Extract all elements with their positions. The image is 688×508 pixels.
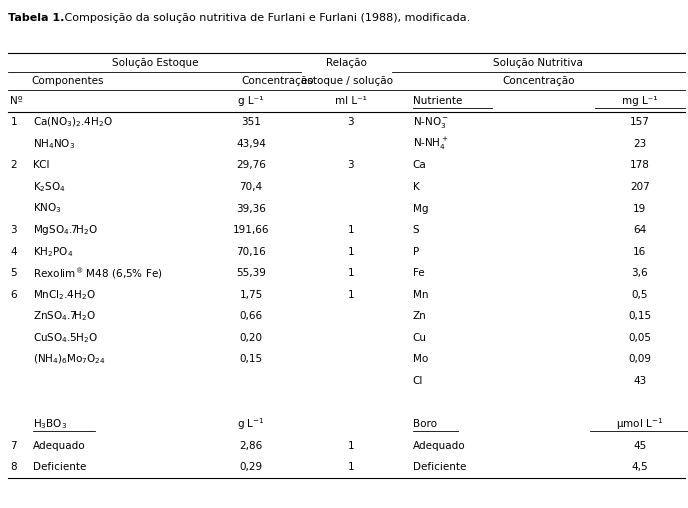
Text: 1: 1	[347, 290, 354, 300]
Text: 4: 4	[10, 247, 17, 257]
Text: 64: 64	[633, 225, 647, 235]
Text: 70,16: 70,16	[236, 247, 266, 257]
Text: Adequado: Adequado	[33, 441, 85, 451]
Text: 2: 2	[10, 161, 17, 171]
Text: g L$^{-1}$: g L$^{-1}$	[237, 416, 265, 432]
Text: K$_2$SO$_4$: K$_2$SO$_4$	[33, 180, 66, 194]
Text: N-NH$_4^+$: N-NH$_4^+$	[413, 136, 449, 152]
Text: Boro: Boro	[413, 419, 437, 429]
Text: Deficiente: Deficiente	[413, 462, 466, 472]
Text: 3,6: 3,6	[632, 268, 648, 278]
Text: g L⁻¹: g L⁻¹	[239, 96, 264, 106]
Text: 29,76: 29,76	[236, 161, 266, 171]
Text: Fe: Fe	[413, 268, 424, 278]
Text: 3: 3	[347, 117, 354, 128]
Text: KCl: KCl	[33, 161, 50, 171]
Text: Mn: Mn	[413, 290, 429, 300]
Text: K: K	[413, 182, 420, 192]
Text: Relação: Relação	[326, 57, 367, 68]
Text: H$_3$BO$_3$: H$_3$BO$_3$	[33, 417, 67, 431]
Text: 0,5: 0,5	[632, 290, 648, 300]
Text: MnCl$_2$.4H$_2$O: MnCl$_2$.4H$_2$O	[33, 288, 96, 302]
Text: 191,66: 191,66	[233, 225, 270, 235]
Text: S: S	[413, 225, 420, 235]
Text: 19: 19	[633, 204, 647, 213]
Text: CuSO$_4$.5H$_2$O: CuSO$_4$.5H$_2$O	[33, 331, 98, 345]
Text: 1: 1	[10, 117, 17, 128]
Text: Tabela 1.: Tabela 1.	[8, 13, 65, 23]
Text: 1: 1	[347, 268, 354, 278]
Text: Mo: Mo	[413, 355, 428, 364]
Text: 0,09: 0,09	[628, 355, 652, 364]
Text: 1: 1	[347, 225, 354, 235]
Text: 1,75: 1,75	[239, 290, 263, 300]
Text: (NH$_4$)$_6$Mo$_7$O$_{24}$: (NH$_4$)$_6$Mo$_7$O$_{24}$	[33, 353, 106, 366]
Text: 23: 23	[633, 139, 647, 149]
Text: Nutriente: Nutriente	[413, 96, 462, 106]
Text: 70,4: 70,4	[239, 182, 263, 192]
Text: Solução Nutritiva: Solução Nutritiva	[493, 57, 583, 68]
Text: Cu: Cu	[413, 333, 427, 343]
Text: 43,94: 43,94	[236, 139, 266, 149]
Text: Cl: Cl	[413, 376, 423, 386]
Text: Concentração: Concentração	[241, 76, 314, 86]
Text: 178: 178	[630, 161, 649, 171]
Text: estoque / solução: estoque / solução	[301, 76, 393, 86]
Text: Zn: Zn	[413, 311, 427, 322]
Text: Adequado: Adequado	[413, 441, 465, 451]
Text: 43: 43	[633, 376, 647, 386]
Text: KNO$_3$: KNO$_3$	[33, 202, 62, 215]
Text: 8: 8	[10, 462, 17, 472]
Text: P: P	[413, 247, 419, 257]
Text: mg L⁻¹: mg L⁻¹	[622, 96, 658, 106]
Text: Rexolim$^{\circledR}$ M48 (6,5% Fe): Rexolim$^{\circledR}$ M48 (6,5% Fe)	[33, 266, 162, 281]
Text: 0,15: 0,15	[628, 311, 652, 322]
Text: 3: 3	[347, 161, 354, 171]
Text: 4,5: 4,5	[632, 462, 648, 472]
Text: 0,20: 0,20	[239, 333, 263, 343]
Text: NH$_4$NO$_3$: NH$_4$NO$_3$	[33, 137, 75, 151]
Text: 6: 6	[10, 290, 17, 300]
Text: 5: 5	[10, 268, 17, 278]
Text: N-NO$_3^-$: N-NO$_3^-$	[413, 115, 449, 130]
Text: 39,36: 39,36	[236, 204, 266, 213]
Text: Componentes: Componentes	[31, 76, 104, 86]
Text: Deficiente: Deficiente	[33, 462, 87, 472]
Text: 0,66: 0,66	[239, 311, 263, 322]
Text: μmol L$^{-1}$: μmol L$^{-1}$	[616, 416, 663, 432]
Text: 7: 7	[10, 441, 17, 451]
Text: 0,29: 0,29	[239, 462, 263, 472]
Text: 16: 16	[633, 247, 647, 257]
Text: MgSO$_4$.7H$_2$O: MgSO$_4$.7H$_2$O	[33, 223, 98, 237]
Text: 1: 1	[347, 247, 354, 257]
Text: ZnSO$_4$.7H$_2$O: ZnSO$_4$.7H$_2$O	[33, 309, 96, 323]
Text: 351: 351	[241, 117, 261, 128]
Text: Mg: Mg	[413, 204, 429, 213]
Text: 0,05: 0,05	[628, 333, 652, 343]
Text: 2,86: 2,86	[239, 441, 263, 451]
Text: 3: 3	[10, 225, 17, 235]
Text: Concentração: Concentração	[502, 76, 574, 86]
Text: Ca: Ca	[413, 161, 427, 171]
Text: 55,39: 55,39	[236, 268, 266, 278]
Text: 45: 45	[633, 441, 647, 451]
Text: 207: 207	[630, 182, 649, 192]
Text: 157: 157	[630, 117, 649, 128]
Text: Ca(NO$_3$)$_2$.4H$_2$O: Ca(NO$_3$)$_2$.4H$_2$O	[33, 115, 113, 129]
Text: ml L⁻¹: ml L⁻¹	[335, 96, 367, 106]
Text: KH$_2$PO$_4$: KH$_2$PO$_4$	[33, 245, 74, 259]
Text: 0,15: 0,15	[239, 355, 263, 364]
Text: Composição da solução nutritiva de Furlani e Furlani (1988), modificada.: Composição da solução nutritiva de Furla…	[61, 13, 470, 23]
Text: Solução Estoque: Solução Estoque	[111, 57, 198, 68]
Text: Nº: Nº	[10, 96, 23, 106]
Text: 1: 1	[347, 462, 354, 472]
Text: 1: 1	[347, 441, 354, 451]
